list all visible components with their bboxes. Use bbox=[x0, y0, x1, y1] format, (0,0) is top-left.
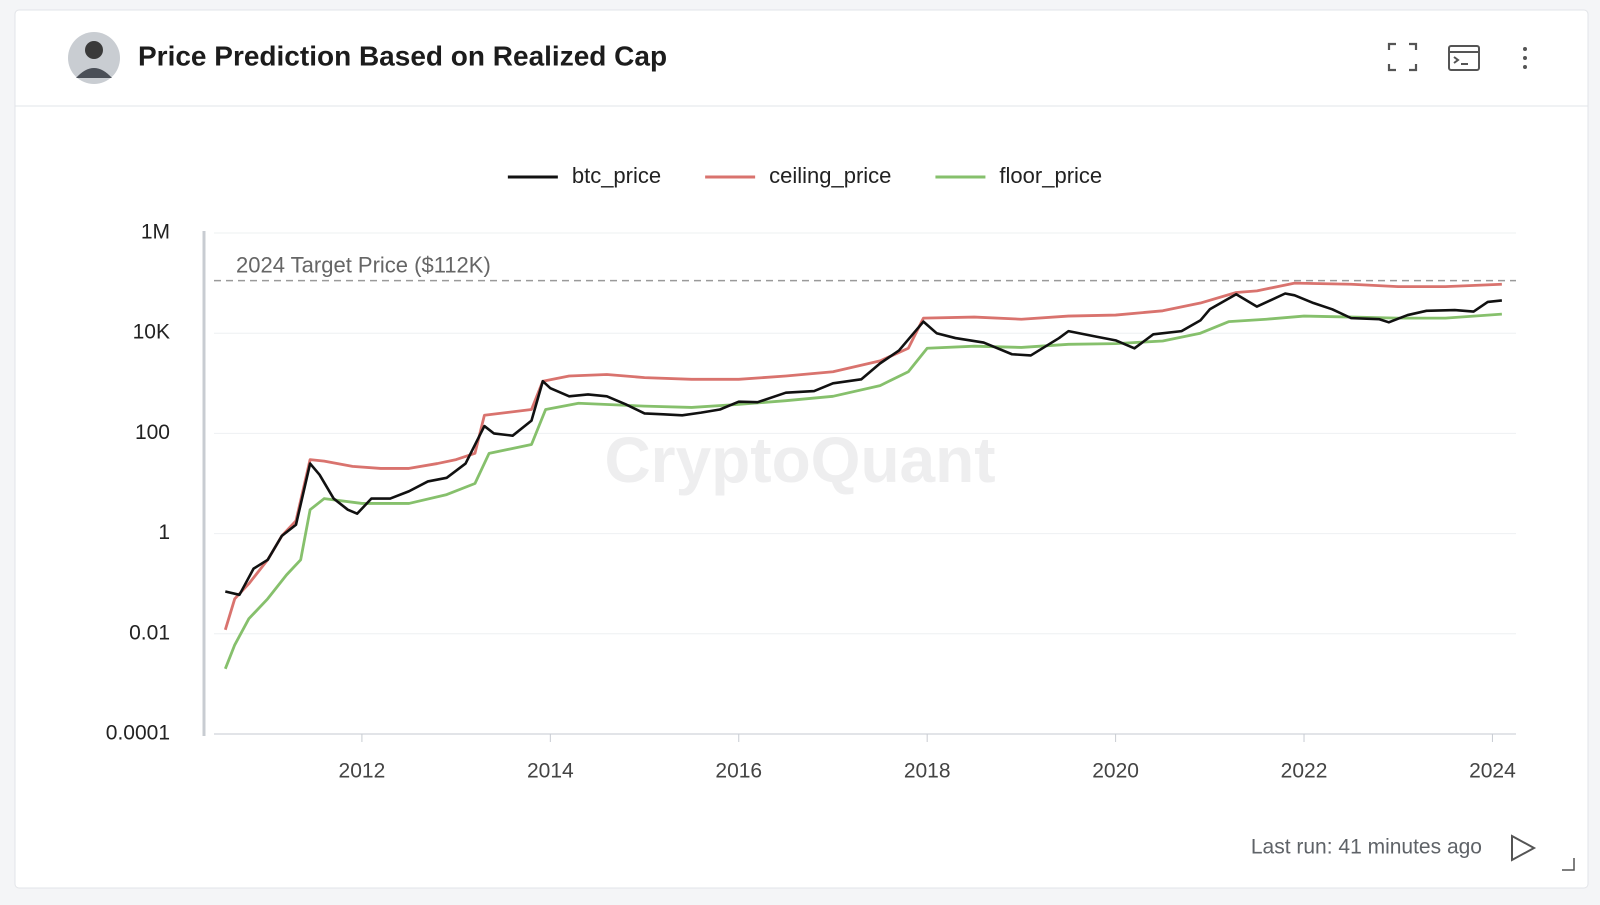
x-tick-label: 2014 bbox=[527, 760, 574, 783]
run-button[interactable] bbox=[1511, 834, 1537, 862]
legend-label: floor_price bbox=[999, 163, 1102, 188]
y-tick-label: 0.01 bbox=[129, 621, 170, 644]
x-tick-label: 2012 bbox=[339, 760, 386, 783]
x-tick-label: 2022 bbox=[1281, 760, 1328, 783]
avatar bbox=[68, 32, 120, 84]
y-tick-label: 0.0001 bbox=[106, 722, 170, 745]
title: Price Prediction Based on Realized Cap bbox=[138, 40, 667, 71]
target-label: 2024 Target Price ($112K) bbox=[236, 252, 491, 277]
series-line bbox=[224, 312, 1502, 670]
legend: btc_price ceiling_price floor_price bbox=[507, 163, 1102, 188]
more-button[interactable] bbox=[1523, 47, 1527, 69]
legend-label: ceiling_price bbox=[769, 163, 891, 188]
x-tick-label: 2020 bbox=[1092, 760, 1139, 783]
legend-item: floor_price bbox=[935, 163, 1102, 188]
plot: 0.0001 0.01 1 100 10K 1M 2012 2014 2016 2018 2020 2… bbox=[106, 163, 1516, 783]
legend-item: btc_price bbox=[507, 163, 661, 188]
series-line bbox=[223, 281, 1502, 631]
query-button[interactable] bbox=[1448, 45, 1480, 71]
y-tick-label: 100 bbox=[135, 421, 170, 444]
y-tick-label: 1 bbox=[158, 521, 170, 544]
last-run: Last run: 41 minutes ago bbox=[1251, 836, 1482, 859]
watermark: CryptoQuant bbox=[604, 424, 995, 496]
fullscreen-button[interactable] bbox=[1387, 42, 1418, 72]
y-tick-label: 10K bbox=[133, 321, 170, 344]
series-line bbox=[225, 292, 1503, 597]
resize-handle[interactable] bbox=[1562, 858, 1575, 871]
legend-label: btc_price bbox=[572, 163, 661, 188]
card bbox=[14, 9, 1589, 889]
legend-item: ceiling_price bbox=[705, 163, 891, 188]
y-tick-label: 1M bbox=[141, 221, 170, 244]
x-tick-label: 2018 bbox=[904, 760, 951, 783]
x-tick-label: 2024 bbox=[1469, 760, 1516, 783]
x-tick-label: 2016 bbox=[715, 760, 762, 783]
